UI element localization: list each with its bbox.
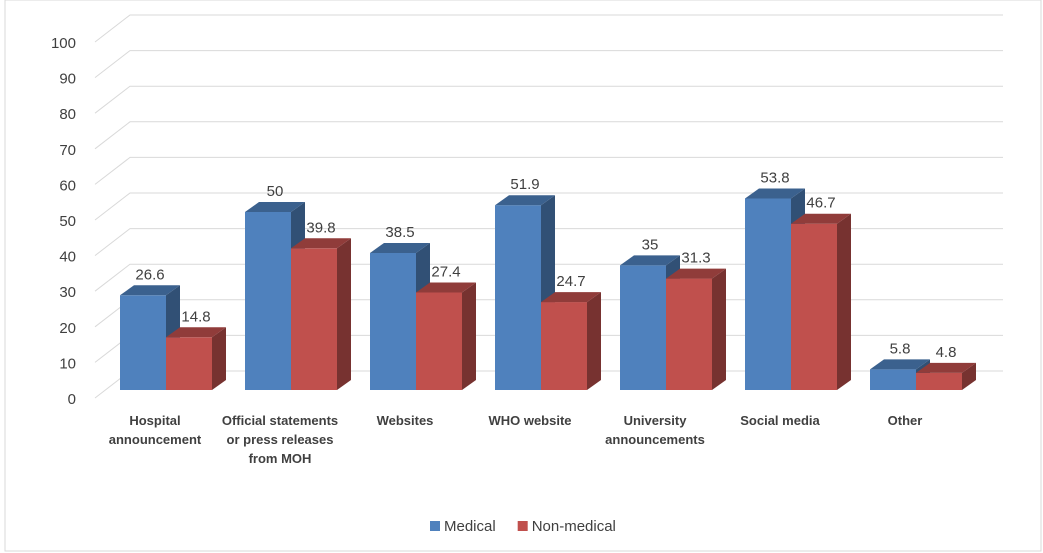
grid-line [94, 263, 1003, 292]
data-label: 24.7 [556, 273, 585, 290]
bar [416, 292, 462, 390]
data-label: 5.8 [890, 340, 911, 357]
bar [541, 302, 587, 390]
bar-top [495, 195, 555, 206]
bar-top [166, 327, 226, 338]
data-label: 38.5 [385, 224, 414, 241]
x-tick-label: Websites [376, 413, 434, 428]
x-tick-label: Hospital announcement [108, 413, 202, 447]
legend-label: Medical [444, 518, 496, 535]
bar [495, 205, 541, 390]
bar-side [212, 327, 226, 390]
bar [916, 372, 962, 390]
bar-side [962, 362, 976, 390]
x-tick-label: Other [887, 413, 923, 428]
data-label: 50 [267, 183, 284, 200]
legend-swatch [430, 521, 440, 531]
data-label: 31.3 [681, 250, 710, 267]
bar-side [337, 238, 351, 390]
legend-swatch [517, 521, 528, 531]
bar-side [587, 292, 601, 390]
bar [666, 278, 712, 390]
bar-top [620, 255, 680, 266]
grid-line [94, 50, 1003, 78]
y-tick-label: 90 [59, 71, 76, 88]
bar [291, 248, 337, 390]
y-tick-label: 100 [51, 35, 76, 52]
x-tick-label: Social media [740, 413, 820, 428]
data-label: 53.8 [760, 169, 789, 186]
data-label: 4.8 [936, 344, 957, 361]
bar-side [837, 213, 851, 390]
data-label: 26.6 [135, 266, 164, 283]
bar-top [541, 292, 601, 303]
grid-line [94, 14, 1003, 43]
bar-top [291, 238, 351, 249]
y-tick-label: 60 [59, 177, 76, 194]
bar-side [712, 268, 726, 390]
data-label: 46.7 [806, 195, 835, 212]
bar-side [462, 282, 476, 390]
y-tick-label: 0 [68, 391, 76, 408]
data-label: 35 [642, 236, 659, 253]
bar-top [916, 362, 976, 373]
y-tick-label: 80 [59, 106, 76, 123]
bar [745, 198, 791, 390]
bar-top [870, 359, 930, 370]
bar [791, 223, 837, 390]
bar [870, 369, 916, 390]
bar-top [745, 188, 805, 199]
bar-top [791, 213, 851, 224]
y-tick-label: 70 [59, 142, 76, 159]
x-tick-label: WHO website [488, 413, 572, 428]
data-label: 14.8 [181, 308, 210, 325]
y-tick-label: 10 [59, 355, 76, 372]
bar [166, 337, 212, 390]
legend-label: Non-medical [532, 518, 616, 535]
bar-top [666, 268, 726, 279]
grid-line [94, 228, 1003, 256]
bar [620, 265, 666, 390]
grid-line [94, 85, 1003, 114]
grid-line [94, 121, 1003, 150]
bar-top [416, 282, 476, 293]
bar-top [370, 242, 430, 253]
grid-line [94, 192, 1003, 221]
y-tick-label: 40 [59, 249, 76, 266]
y-tick-label: 30 [59, 284, 76, 301]
bar-top [245, 202, 305, 212]
y-tick-label: 50 [59, 213, 76, 230]
data-label: 27.4 [431, 263, 460, 280]
bar-top [120, 285, 180, 296]
x-tick-label: University announcements [605, 413, 705, 447]
x-tick-label: Official statements or press releases fr… [221, 413, 339, 466]
grid-line [94, 156, 1003, 185]
bar [245, 212, 291, 390]
bar [120, 295, 166, 390]
y-tick-label: 20 [59, 320, 76, 337]
bar [370, 252, 416, 390]
data-label: 39.8 [306, 219, 335, 236]
chart-border [4, 0, 1042, 552]
data-label: 51.9 [510, 176, 539, 193]
